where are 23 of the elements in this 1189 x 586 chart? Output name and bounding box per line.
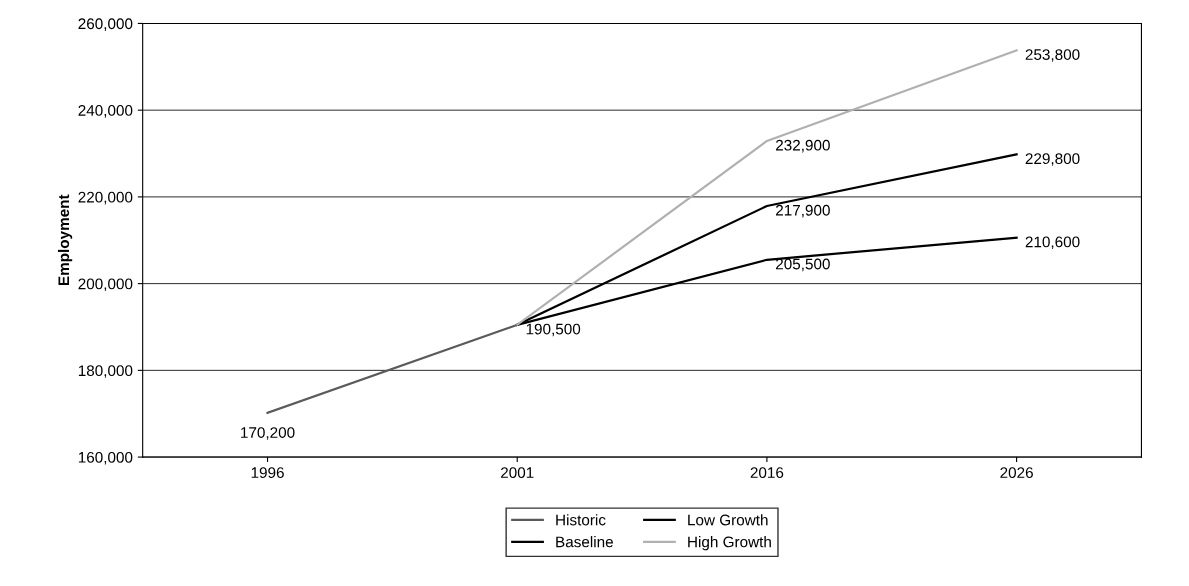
x-tick-label: 1996 [251,467,284,479]
data-label: 217,900 [776,204,830,218]
y-tick-label: 180,000 [78,365,133,378]
legend-label: Low Growth [688,514,768,526]
data-label: 253,800 [1025,49,1080,62]
y-tick-label: 220,000 [78,191,133,205]
data-label: 170,200 [241,427,295,440]
y-tick-label: 200,000 [78,278,133,292]
legend-label: Baseline [556,536,613,548]
legend-label: Historic [556,514,606,526]
data-label: 232,900 [776,139,830,153]
data-label: 210,600 [1025,236,1080,250]
y-tick-label: 240,000 [78,105,133,118]
data-label: 205,500 [776,258,830,272]
x-tick-label: 2026 [1000,467,1033,479]
y-tick-label: 260,000 [78,18,133,31]
y-axis-title: Employment [57,194,73,286]
data-label: 190,500 [526,323,581,337]
x-tick-label: 2001 [500,467,534,479]
legend-label: High Growth [688,536,771,551]
data-label: 229,800 [1025,153,1080,166]
x-tick-label: 2016 [750,467,784,479]
y-tick-label: 160,000 [78,451,133,465]
